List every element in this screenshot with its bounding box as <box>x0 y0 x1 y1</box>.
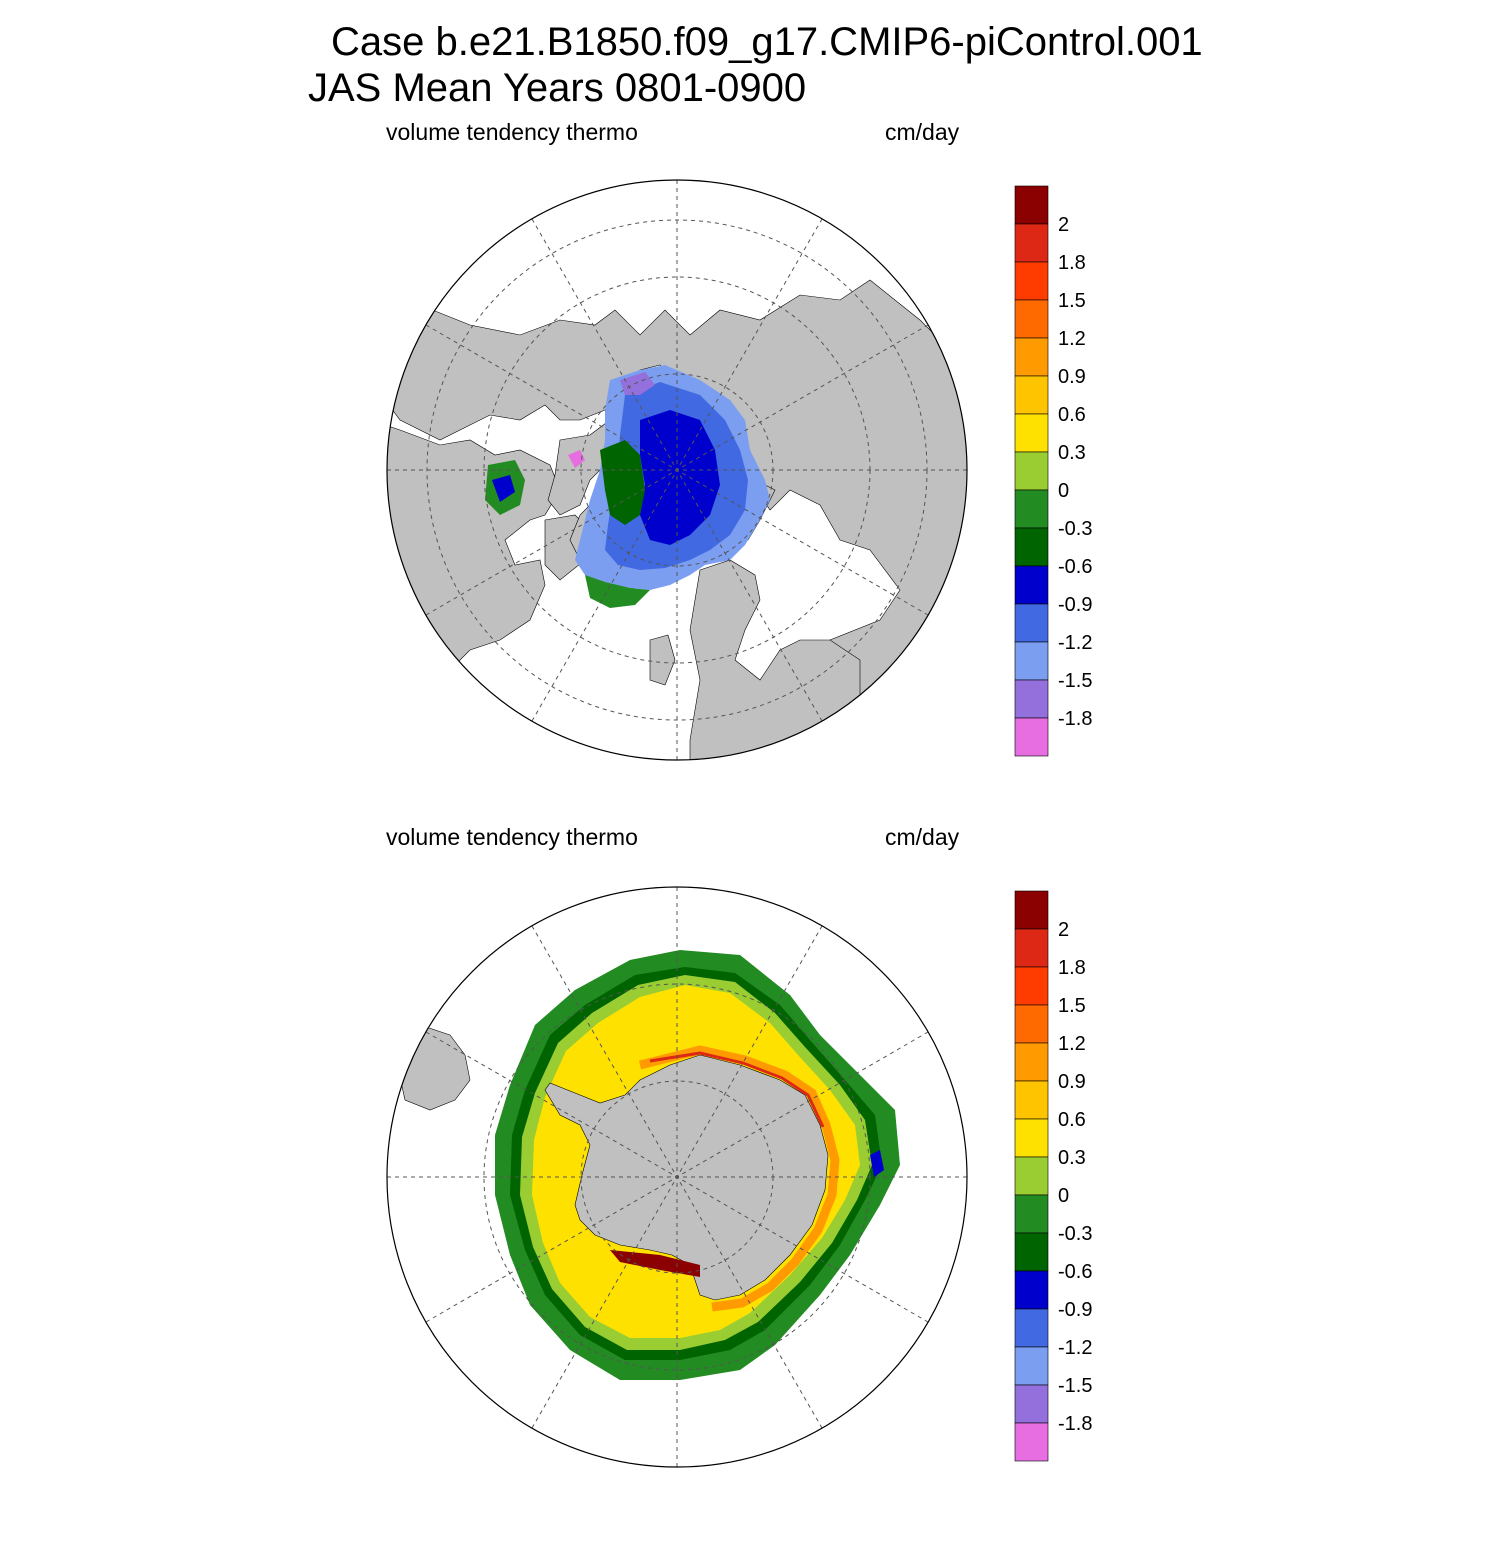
south-map-content <box>387 887 967 1467</box>
chart-title-line-1: Case b.e21.B1850.f09_g17.CMIP6-piControl… <box>331 20 1203 64</box>
south-colorbar-tick-label: 1.8 <box>1058 957 1086 979</box>
south-colorbar-box-10 <box>1014 1042 1049 1082</box>
ice-field-hudson-bay-core <box>492 475 515 502</box>
south-colorbar-box-2 <box>1014 1346 1049 1386</box>
south-colorbar-tick-label: -1.5 <box>1058 1375 1092 1397</box>
north-map-border <box>386 179 968 761</box>
south-colorbar-box-4 <box>1014 1270 1049 1310</box>
north-colorbar-box-1 <box>1014 679 1049 719</box>
south-colorbar-box-8 <box>1014 1118 1049 1158</box>
north-colorbar-tick-label: -0.6 <box>1058 556 1092 578</box>
north-map-content <box>387 180 967 760</box>
ice-field-lavender <box>620 372 655 395</box>
north-colorbar-tick-label: 0.6 <box>1058 404 1086 426</box>
south-colorbar-box-9 <box>1014 1080 1049 1120</box>
south-panel-left-label: volume tendency thermo <box>386 824 638 850</box>
chart-title-line-2: JAS Mean Years 0801-0900 <box>308 66 807 110</box>
ice-field-orchid-patch <box>568 450 585 468</box>
south-colorbar-box-0 <box>1014 1422 1049 1462</box>
south-colorbar-tick-label: 1.2 <box>1058 1033 1086 1055</box>
south-colorbar-tick-label: 0 <box>1058 1185 1069 1207</box>
south-colorbar-box-12 <box>1014 966 1049 1006</box>
ice-field-medium-blue <box>640 410 720 545</box>
south-graticule <box>387 887 967 1467</box>
south-colorbar-box-7 <box>1014 1156 1049 1196</box>
ice-field-green-band <box>585 575 650 608</box>
north-colorbar-box-9 <box>1014 375 1049 415</box>
south-colorbar-box-13 <box>1014 928 1049 968</box>
south-colorbar-tick-label: -1.2 <box>1058 1337 1092 1359</box>
north-colorbar-tick-label: 1.5 <box>1058 290 1086 312</box>
north-colorbar-box-6 <box>1014 489 1049 529</box>
north-colorbar-tick-label: -0.9 <box>1058 594 1092 616</box>
north-colorbar-box-10 <box>1014 337 1049 377</box>
north-colorbar-tick-label: -1.5 <box>1058 670 1092 692</box>
south-colorbar-box-11 <box>1014 1004 1049 1044</box>
ice-field-blue-spot <box>870 1150 884 1177</box>
south-colorbar-tick-label: 0.3 <box>1058 1147 1086 1169</box>
south-colorbar-tick-label: -0.6 <box>1058 1261 1092 1283</box>
south-colorbar-tick-label: 0.6 <box>1058 1109 1086 1131</box>
north-colorbar-tick-label: -1.8 <box>1058 708 1092 730</box>
north-colorbar-tick-label: -1.2 <box>1058 632 1092 654</box>
south-colorbar-tick-label: 1.5 <box>1058 995 1086 1017</box>
north-colorbar-tick-label: 0.3 <box>1058 442 1086 464</box>
south-polar-map-panel: 2 1.8 1.5 1.2 0.9 0.6 0.3 0 -0.3 -0.6 -0.9 -1.2 -1.5… <box>386 886 1092 1468</box>
south-colorbar-box-14 <box>1014 890 1049 930</box>
north-colorbar-box-12 <box>1014 261 1049 301</box>
north-colorbar-box-13 <box>1014 223 1049 263</box>
north-panel-left-label: volume tendency thermo <box>386 119 638 145</box>
ice-field-dark-red-patch <box>610 1250 700 1277</box>
north-polar-map-panel: 2 1.8 1.5 1.2 0.9 0.6 0.3 0 -0.3 -0.6 -0.9 -1.2 -1.5… <box>386 179 1092 761</box>
south-map-border <box>386 886 968 1468</box>
south-colorbar-tick-label: -0.9 <box>1058 1299 1092 1321</box>
north-colorbar-tick-label: 1.2 <box>1058 328 1086 350</box>
north-colorbar-box-7 <box>1014 451 1049 491</box>
north-colorbar-box-5 <box>1014 527 1049 567</box>
north-graticule <box>387 180 967 760</box>
north-colorbar-box-4 <box>1014 565 1049 605</box>
south-colorbar-box-5 <box>1014 1232 1049 1272</box>
south-panel-units-label: cm/day <box>885 824 960 850</box>
south-colorbar-box-3 <box>1014 1308 1049 1348</box>
ice-field-dark-green <box>600 440 645 525</box>
north-colorbar-tick-label: -0.3 <box>1058 518 1092 540</box>
south-colorbar-tick-label: -0.3 <box>1058 1223 1092 1245</box>
north-colorbar-tick-label: 0 <box>1058 480 1069 502</box>
south-colorbar-box-1 <box>1014 1384 1049 1424</box>
north-colorbar-tick-label: 2 <box>1058 214 1069 236</box>
north-colorbar-box-3 <box>1014 603 1049 643</box>
south-colorbar-tick-label: 2 <box>1058 919 1069 941</box>
south-colorbar-box-6 <box>1014 1194 1049 1234</box>
north-colorbar-tick-label: 0.9 <box>1058 366 1086 388</box>
land-british-isles <box>649 634 676 686</box>
north-colorbar-box-0 <box>1014 717 1049 757</box>
north-colorbar-box-14 <box>1014 185 1049 225</box>
south-colorbar-tick-label: 0.9 <box>1058 1071 1086 1093</box>
south-colorbar-tick-label: -1.8 <box>1058 1413 1092 1435</box>
south-colorbar: 2 1.8 1.5 1.2 0.9 0.6 0.3 0 -0.3 -0.6 -0.9 -1.2 -1.5… <box>1014 890 1092 1462</box>
north-colorbar-box-11 <box>1014 299 1049 339</box>
north-colorbar: 2 1.8 1.5 1.2 0.9 0.6 0.3 0 -0.3 -0.6 -0.9 -1.2 -1.5… <box>1014 185 1092 757</box>
north-colorbar-box-8 <box>1014 413 1049 453</box>
north-colorbar-tick-label: 1.8 <box>1058 252 1086 274</box>
north-colorbar-box-2 <box>1014 641 1049 681</box>
north-panel-units-label: cm/day <box>885 119 960 145</box>
